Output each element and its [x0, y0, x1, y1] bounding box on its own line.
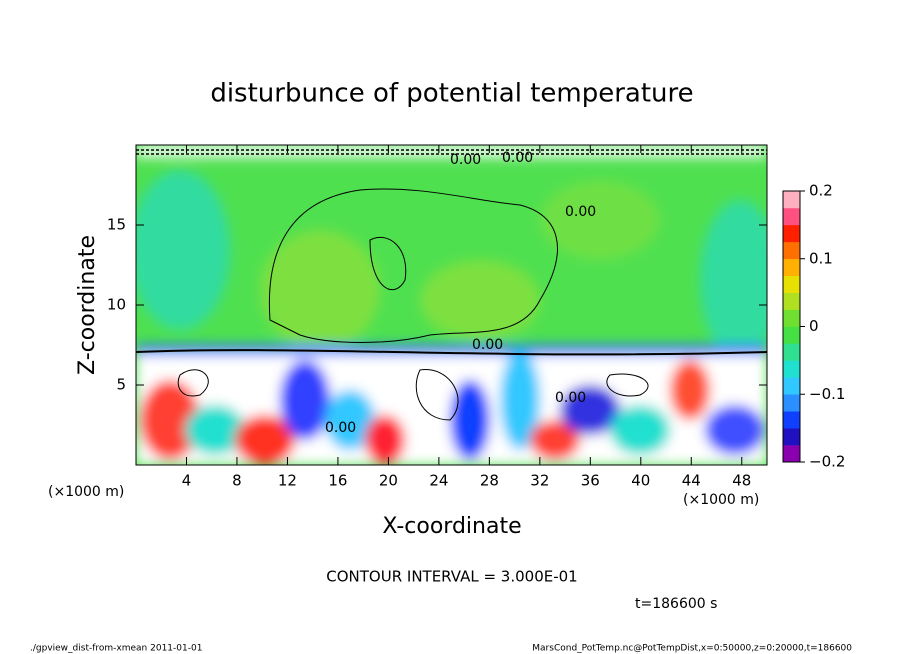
contour-label: 0.00	[565, 204, 596, 220]
colorbar-band	[783, 191, 800, 209]
colorbar-tick-label: 0.2	[809, 182, 833, 200]
x-tick-label: 28	[480, 472, 499, 490]
y-unit: (×1000 m)	[48, 484, 124, 500]
colorbar-band	[783, 445, 800, 463]
contour-labels: 0.00 0.00 0.00 0.00 0.00 0.00	[325, 150, 596, 436]
colorbar-band	[783, 360, 800, 378]
colorbar-band	[783, 275, 800, 293]
y-axis-label: Z-coordinate	[75, 235, 100, 375]
colorbar-tick-label: −0.2	[809, 453, 845, 471]
colorbar-band	[783, 394, 800, 412]
contour-interval: CONTOUR INTERVAL = 3.000E-01	[326, 568, 577, 586]
x-tick-label: 20	[379, 472, 398, 490]
x-axis-label: X-coordinate	[382, 514, 521, 539]
contour-label: 0.00	[472, 337, 503, 353]
colorbar-band	[783, 326, 800, 344]
colorbar-band	[783, 428, 800, 446]
x-tick-label: 32	[530, 472, 549, 490]
colorbar-tick-label: 0.1	[809, 249, 833, 267]
x-tick-label: 40	[631, 472, 650, 490]
y-tick-label: 5	[116, 376, 126, 394]
colorbar-band	[783, 207, 800, 226]
contour-field	[136, 145, 767, 465]
colorbar-band	[783, 377, 800, 395]
contour-label: 0.00	[555, 390, 586, 406]
x-tick-label: 24	[429, 472, 448, 490]
x-tick-label: 48	[732, 472, 751, 490]
colorbar-band	[783, 411, 800, 429]
time-label: t=186600 s	[635, 596, 717, 612]
colorbar-band	[783, 258, 800, 276]
x-tick-label: 44	[682, 472, 701, 490]
y-tick-label: 15	[107, 216, 126, 234]
x-tick-label: 36	[581, 472, 600, 490]
x-tick-label: 4	[182, 472, 192, 490]
contour-label: 0.00	[450, 152, 481, 168]
chart-title: disturbunce of potential temperature	[210, 79, 693, 109]
colorbar-band	[783, 292, 800, 310]
contour-label: 0.00	[502, 150, 533, 166]
footer-right: MarsCond_PotTemp.nc@PotTempDist,x=0:5000…	[532, 644, 852, 654]
contour-label: 0.00	[325, 420, 356, 436]
colorbar-band	[783, 241, 800, 260]
colorbar-tick-label: −0.1	[809, 385, 845, 403]
colorbar-band	[783, 309, 800, 327]
x-tick-label: 8	[232, 472, 242, 490]
footer-left: ./gpview_dist-from-xmean 2011-01-01	[30, 644, 202, 654]
x-tick-label: 16	[328, 472, 347, 490]
y-tick-label: 10	[107, 296, 126, 314]
colorbar-tick-label: 0	[809, 317, 819, 335]
x-tick-label: 12	[278, 472, 297, 490]
x-unit: (×1000 m)	[683, 492, 759, 508]
colorbar-band	[783, 343, 800, 361]
colorbar-band	[783, 224, 800, 243]
